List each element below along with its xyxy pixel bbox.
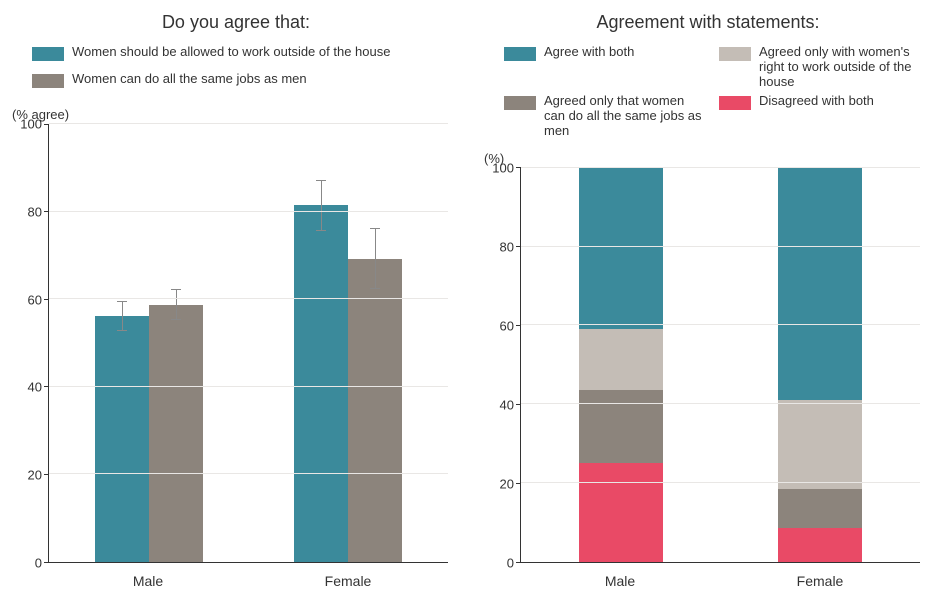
bar [348,259,402,562]
left-chart-area: 020406080100 [6,124,466,563]
x-axis-label: Female [248,563,448,589]
legend-item: Agree with both [498,43,713,92]
left-legend: Women should be allowed to work outside … [6,43,466,107]
right-y-label: (%) [478,151,938,166]
bar [294,205,348,562]
y-tick-label: 0 [507,556,514,571]
y-tick-mark [44,474,49,475]
legend-label: Agreed only that women can do all the sa… [544,94,707,139]
right-chart-title: Agreement with statements: [478,12,938,33]
chart-container: Do you agree that: Women should be allow… [0,0,944,589]
left-y-axis: 020406080100 [6,124,48,563]
bar-segment [579,329,663,390]
bar-group [49,124,249,562]
y-tick-mark [44,211,49,212]
stacked-bar [778,168,862,562]
legend-label: Women should be allowed to work outside … [72,45,390,60]
right-legend: Agree with both Agreed only with women's… [478,43,938,151]
stacked-bar [579,168,663,562]
legend-label: Agree with both [544,45,634,60]
legend-swatch [32,74,64,88]
left-chart-title: Do you agree that: [6,12,466,33]
x-axis-label: Male [48,563,248,589]
legend-swatch [504,96,536,110]
left-y-label: (% agree) [6,107,466,122]
legend-swatch [504,47,536,61]
right-y-axis: 020406080100 [478,168,520,563]
y-tick-label: 40 [28,380,42,395]
y-tick-label: 80 [500,239,514,254]
right-chart-area: 020406080100 [478,168,938,563]
bar-segment [579,390,663,463]
y-tick-mark [516,325,521,326]
bar-segment [778,400,862,489]
y-tick-mark [516,562,521,563]
bar-segment [778,489,862,528]
y-tick-mark [516,404,521,405]
y-tick-label: 0 [35,556,42,571]
legend-swatch [32,47,64,61]
bar-group [521,168,721,562]
y-tick-label: 100 [492,160,514,175]
bar [149,305,203,562]
right-bars [521,168,920,562]
x-axis-label: Female [720,563,920,589]
right-panel: Agreement with statements: Agree with bo… [472,0,944,589]
bar-group [249,124,449,562]
bar-segment [778,168,862,401]
legend-item: Agreed only with women's right to work o… [713,43,928,92]
legend-item: Women can do all the same jobs as men [26,70,456,97]
y-tick-label: 60 [28,292,42,307]
bar [95,316,149,562]
y-tick-label: 40 [500,397,514,412]
legend-item: Agreed only that women can do all the sa… [498,92,713,141]
left-bars [49,124,448,562]
right-plot [520,168,920,563]
right-x-axis: Male Female [478,563,938,589]
y-tick-mark [44,124,49,125]
bar-segment [579,463,663,562]
legend-label: Agreed only with women's right to work o… [759,45,922,90]
legend-swatch [719,47,751,61]
y-tick-label: 80 [28,204,42,219]
legend-swatch [719,96,751,110]
y-tick-mark [44,562,49,563]
legend-label: Women can do all the same jobs as men [72,72,307,87]
y-tick-label: 100 [20,117,42,132]
y-tick-mark [516,483,521,484]
bar-group [721,168,921,562]
y-tick-mark [516,167,521,168]
y-tick-mark [516,246,521,247]
left-plot [48,124,448,563]
y-tick-label: 20 [28,468,42,483]
x-axis-label: Male [520,563,720,589]
bar-segment [579,168,663,330]
legend-label: Disagreed with both [759,94,874,109]
left-panel: Do you agree that: Women should be allow… [0,0,472,589]
bar-segment [778,528,862,562]
legend-item: Women should be allowed to work outside … [26,43,456,70]
y-tick-mark [44,299,49,300]
left-x-axis: Male Female [6,563,466,589]
y-tick-label: 60 [500,318,514,333]
y-tick-label: 20 [500,476,514,491]
y-tick-mark [44,386,49,387]
legend-item: Disagreed with both [713,92,928,141]
